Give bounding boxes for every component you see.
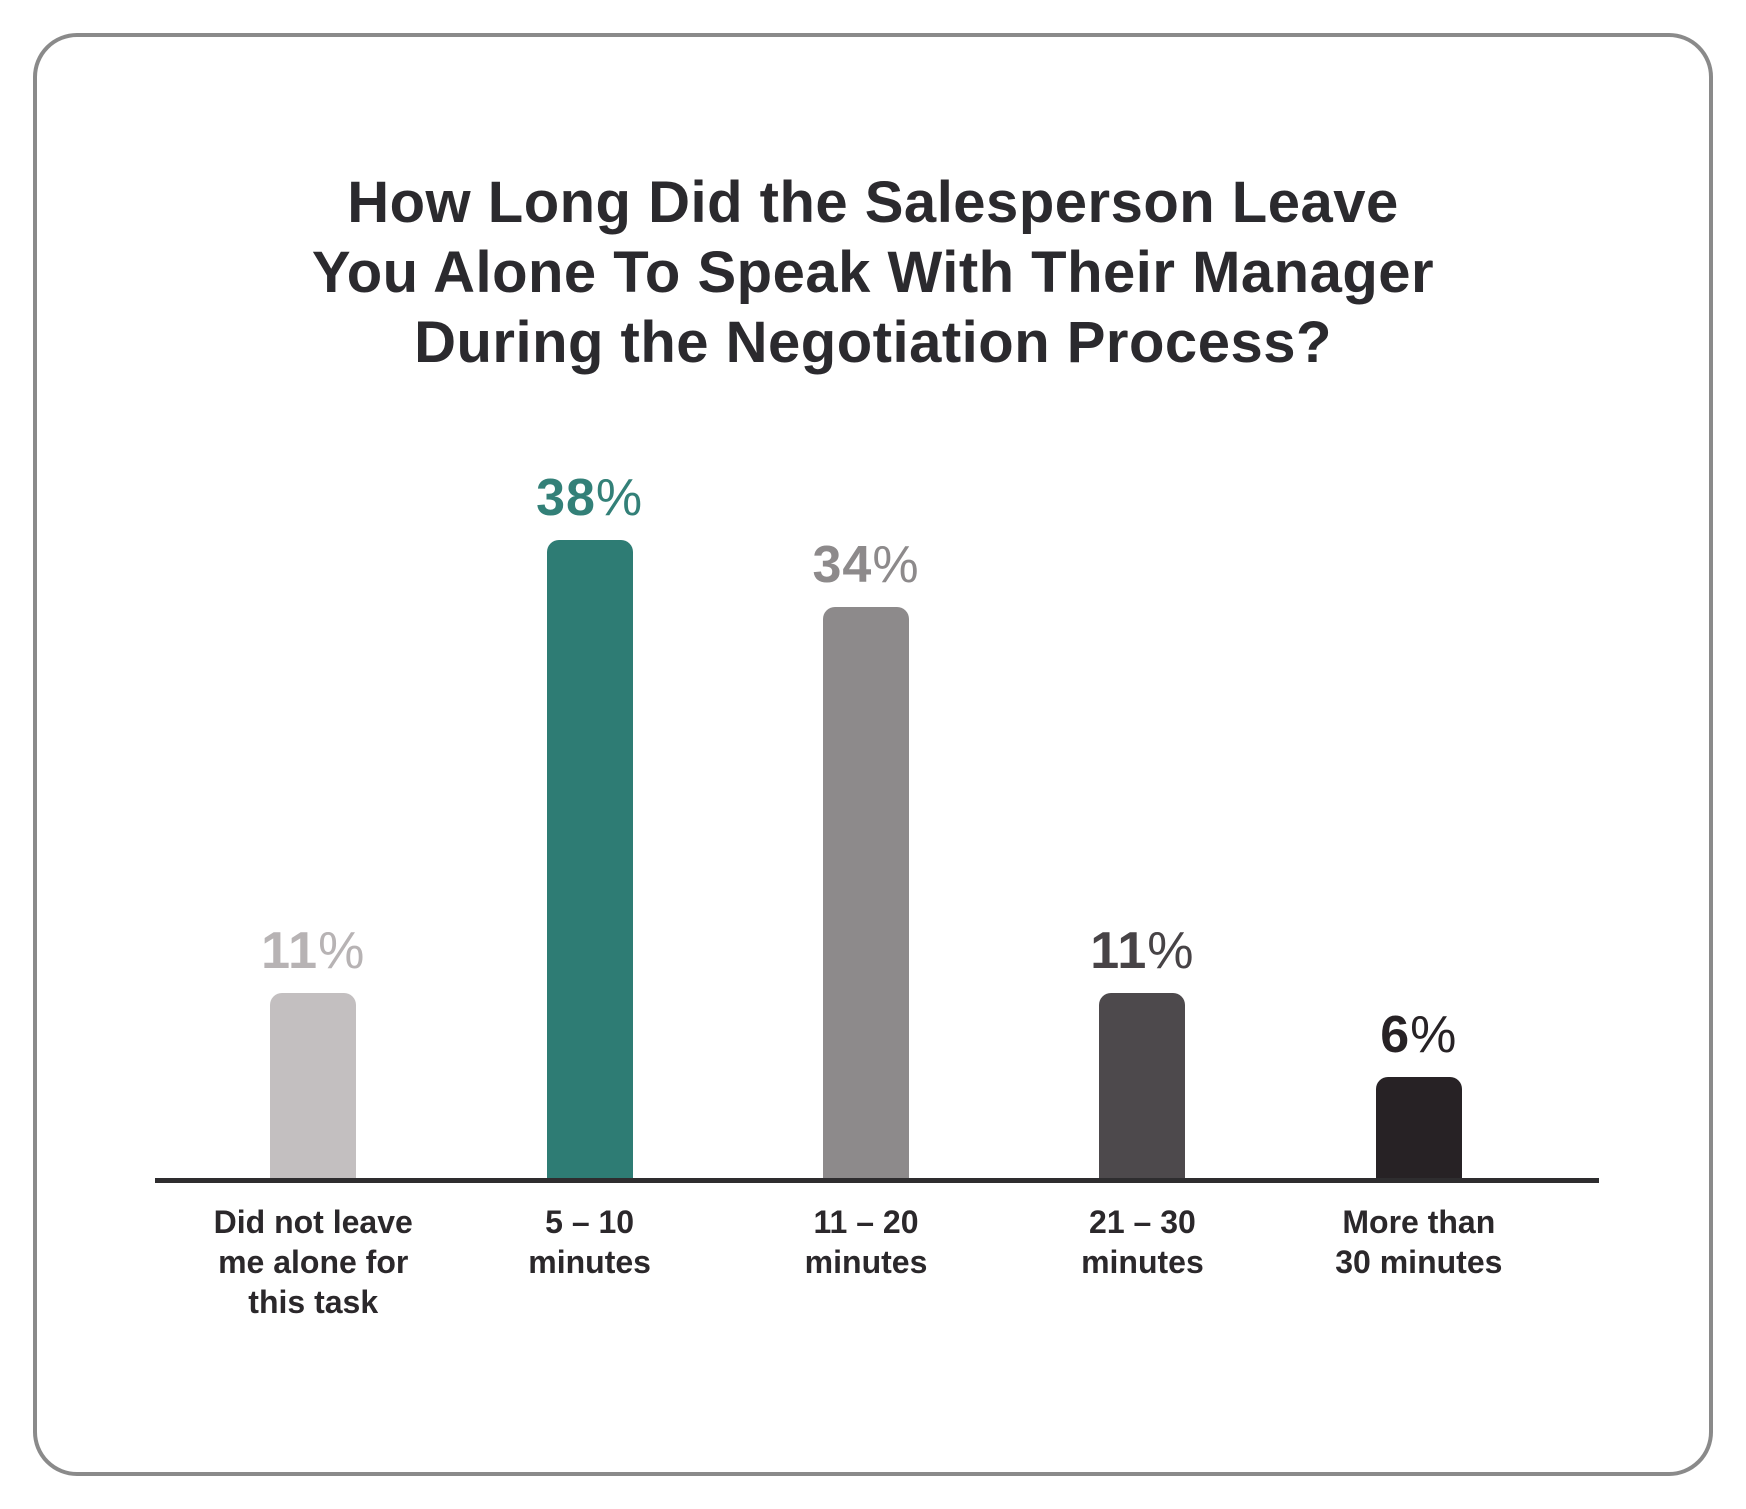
bar-value-number: 11	[1090, 922, 1148, 980]
plot-area: 11% 38% 34% 11% 6%	[175, 420, 1557, 1178]
bar-value-number: 38	[536, 469, 596, 527]
bar	[1375, 1077, 1462, 1178]
bar-value-label: 11%	[261, 925, 365, 977]
bar-column: 11%	[175, 420, 451, 1178]
bar	[270, 993, 357, 1178]
bar	[1099, 993, 1186, 1178]
category-label: Did not leave me alone for this task	[213, 1204, 413, 1320]
bar-value-percent-sign: %	[872, 536, 920, 594]
category-label: More than 30 minutes	[1335, 1204, 1503, 1280]
bar-value-label: 34%	[812, 539, 919, 591]
bar-value-label: 11%	[1090, 925, 1194, 977]
bar-column: 34%	[728, 420, 1004, 1178]
bar-value-label: 38%	[536, 472, 643, 524]
x-axis-line	[155, 1178, 1599, 1183]
category-label: 21 – 30 minutes	[1081, 1204, 1204, 1280]
bar-value-number: 11	[261, 922, 319, 980]
bar-column: 11%	[1004, 420, 1280, 1178]
bar-value-label: 6%	[1380, 1009, 1457, 1061]
bar	[823, 607, 910, 1178]
bar-value-percent-sign: %	[318, 922, 366, 980]
x-axis-labels: Did not leave me alone for this task 5 – …	[175, 1202, 1557, 1322]
category-label: 5 – 10 minutes	[528, 1204, 651, 1280]
bar-value-number: 34	[812, 536, 873, 594]
bar-value-percent-sign: %	[1410, 1006, 1458, 1064]
bar-value-number: 6	[1380, 1006, 1411, 1064]
bar-column: 6%	[1281, 420, 1557, 1178]
bar	[546, 540, 633, 1178]
bar-column: 38%	[451, 420, 727, 1178]
chart-title: How Long Did the Salesperson Leave You A…	[311, 170, 1435, 375]
bar-value-percent-sign: %	[595, 469, 644, 527]
bar-value-percent-sign: %	[1147, 922, 1195, 980]
category-label: 11 – 20 minutes	[804, 1204, 928, 1280]
